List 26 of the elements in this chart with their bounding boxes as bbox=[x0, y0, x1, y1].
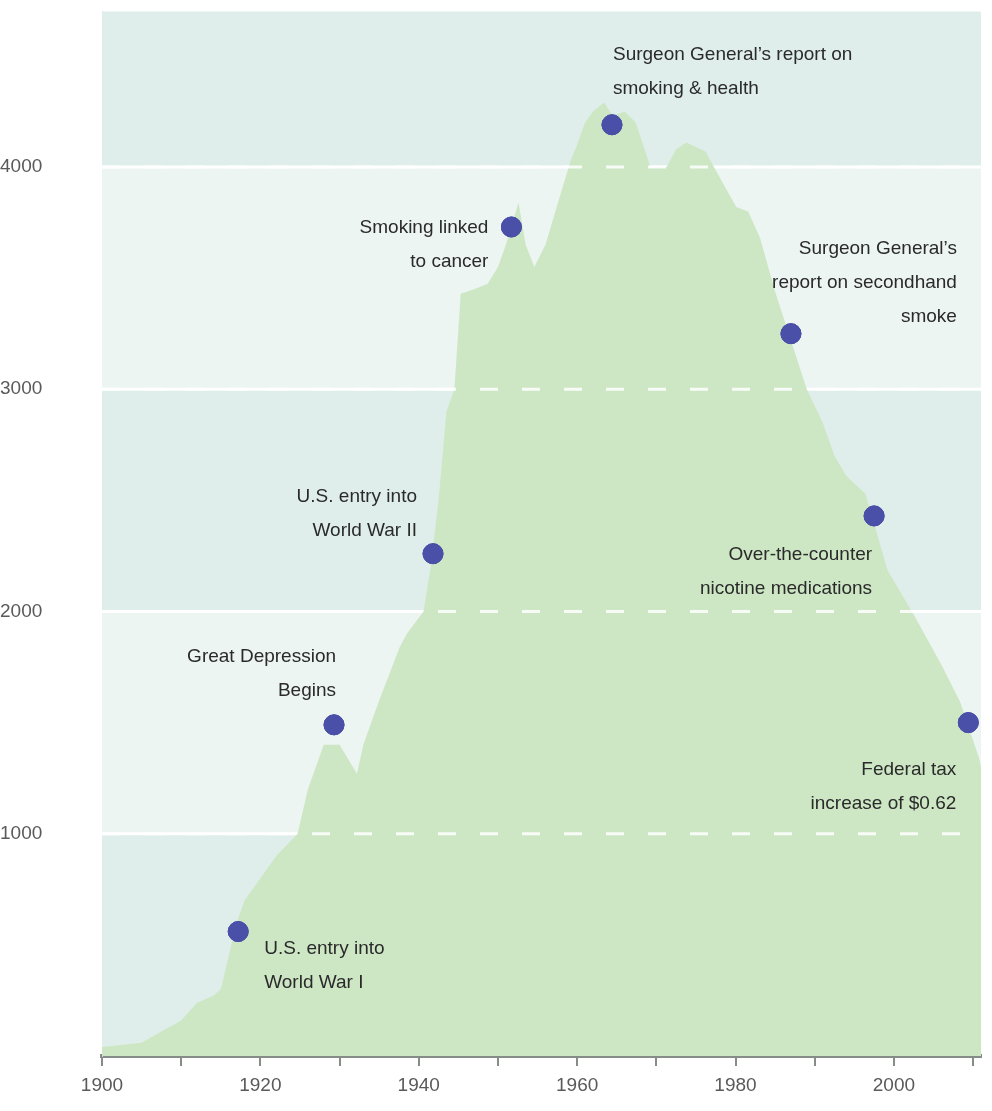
annotation: Over-the-counter nicotine medications bbox=[699, 543, 873, 599]
x-tick-label: 1920 bbox=[239, 1073, 282, 1095]
annotation: Federal tax increase of $0.62 bbox=[810, 757, 957, 813]
annotation: U.S. entry into World War II bbox=[296, 484, 418, 540]
y-tick-label: 4000 bbox=[0, 155, 43, 177]
point bbox=[957, 712, 979, 734]
x-tick-label: 1900 bbox=[80, 1073, 124, 1095]
point bbox=[500, 216, 522, 238]
point bbox=[863, 505, 885, 527]
y-tick-label: 2000 bbox=[0, 599, 43, 621]
point bbox=[227, 921, 249, 943]
annotation: Surgeon General’s report on secondhand smoke bbox=[772, 236, 957, 326]
y-tick-label: 3000 bbox=[0, 377, 43, 399]
x-tick-label: 1960 bbox=[555, 1073, 599, 1095]
annotation: Smoking linked to cancer bbox=[359, 216, 490, 272]
x-tick-label: 2000 bbox=[872, 1073, 916, 1095]
point bbox=[601, 114, 623, 136]
point bbox=[422, 543, 444, 565]
x-tick-label: 1940 bbox=[397, 1073, 440, 1095]
y-tick-label: 1000 bbox=[0, 821, 43, 843]
annotation: U.S. entry into World War I bbox=[264, 936, 385, 992]
point bbox=[780, 323, 802, 345]
point bbox=[323, 714, 345, 736]
annotation: Great Depression Begins bbox=[187, 645, 337, 701]
annotation: Surgeon General’s report on smoking & health bbox=[612, 42, 853, 98]
x-tick-label: 1980 bbox=[714, 1073, 757, 1095]
